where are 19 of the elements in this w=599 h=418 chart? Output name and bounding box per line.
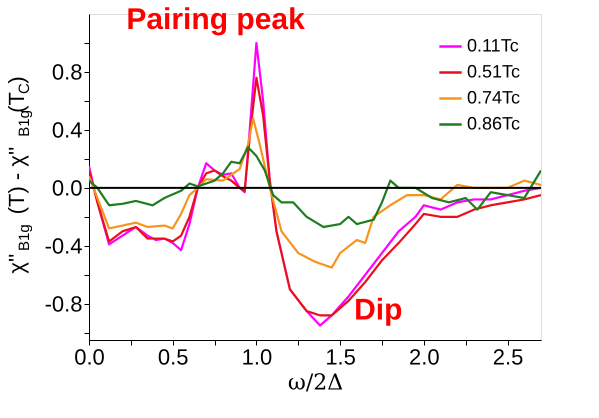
legend-label: 0.11Tc (467, 36, 519, 56)
legend-label: 0.86Tc (467, 114, 520, 134)
y-tick-label: 0.8 (52, 59, 82, 84)
y-tick-label: 0.0 (52, 175, 82, 200)
y-tick-label: -0.8 (44, 291, 82, 316)
legend-label: 0.51Tc (467, 62, 520, 82)
legend-label: 0.74Tc (467, 88, 520, 108)
annotation: Pairing peak (126, 3, 306, 36)
x-tick-label: 0.5 (158, 344, 188, 370)
x-tick-label: 2.0 (409, 344, 440, 370)
y-tick-label: 0.4 (52, 117, 82, 142)
annotation: Dip (354, 294, 402, 327)
x-axis-title: ω/2Δ (288, 370, 344, 396)
x-tick-label: 0.0 (74, 344, 105, 370)
x-tick-label: 1.5 (325, 344, 356, 370)
y-axis-title: χ''B1g(T) - χ''B1g(TC) (4, 76, 33, 274)
x-tick-label: 2.5 (492, 344, 524, 370)
x-tick-label: 1.0 (242, 344, 272, 370)
y-tick-label: -0.4 (44, 233, 82, 258)
